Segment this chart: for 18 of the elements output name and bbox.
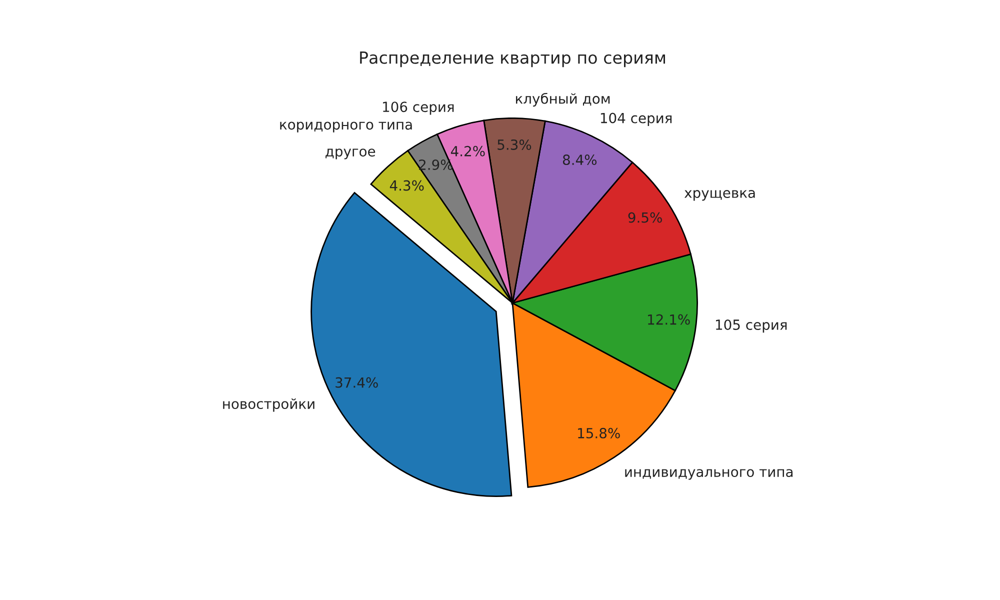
- slice-label: 105 серия: [716, 319, 787, 333]
- slice-label: индивидуального типа: [625, 469, 793, 480]
- slice-label: клубный дом: [516, 92, 610, 107]
- data-label: 4.2%: [450, 146, 485, 156]
- data-label: 12.1%: [648, 314, 690, 325]
- data-label: 37.4%: [336, 377, 378, 388]
- data-label: 9.5%: [628, 212, 662, 223]
- data-label: 8.4%: [562, 154, 597, 166]
- data-label: 4.3%: [390, 180, 424, 191]
- slice-label: хрущевка: [684, 190, 755, 201]
- data-label: 15.8%: [578, 428, 620, 438]
- data-label: 5.3%: [498, 139, 532, 150]
- slice-label: 106 серия: [383, 102, 454, 115]
- chart-title: Распределение квартир по сериям: [360, 52, 666, 68]
- slice-label: новостройки: [223, 398, 314, 412]
- slice-label: другое: [326, 148, 376, 160]
- slice-label: коридорного типа: [280, 122, 412, 132]
- slice-label: 104 серия: [600, 112, 672, 126]
